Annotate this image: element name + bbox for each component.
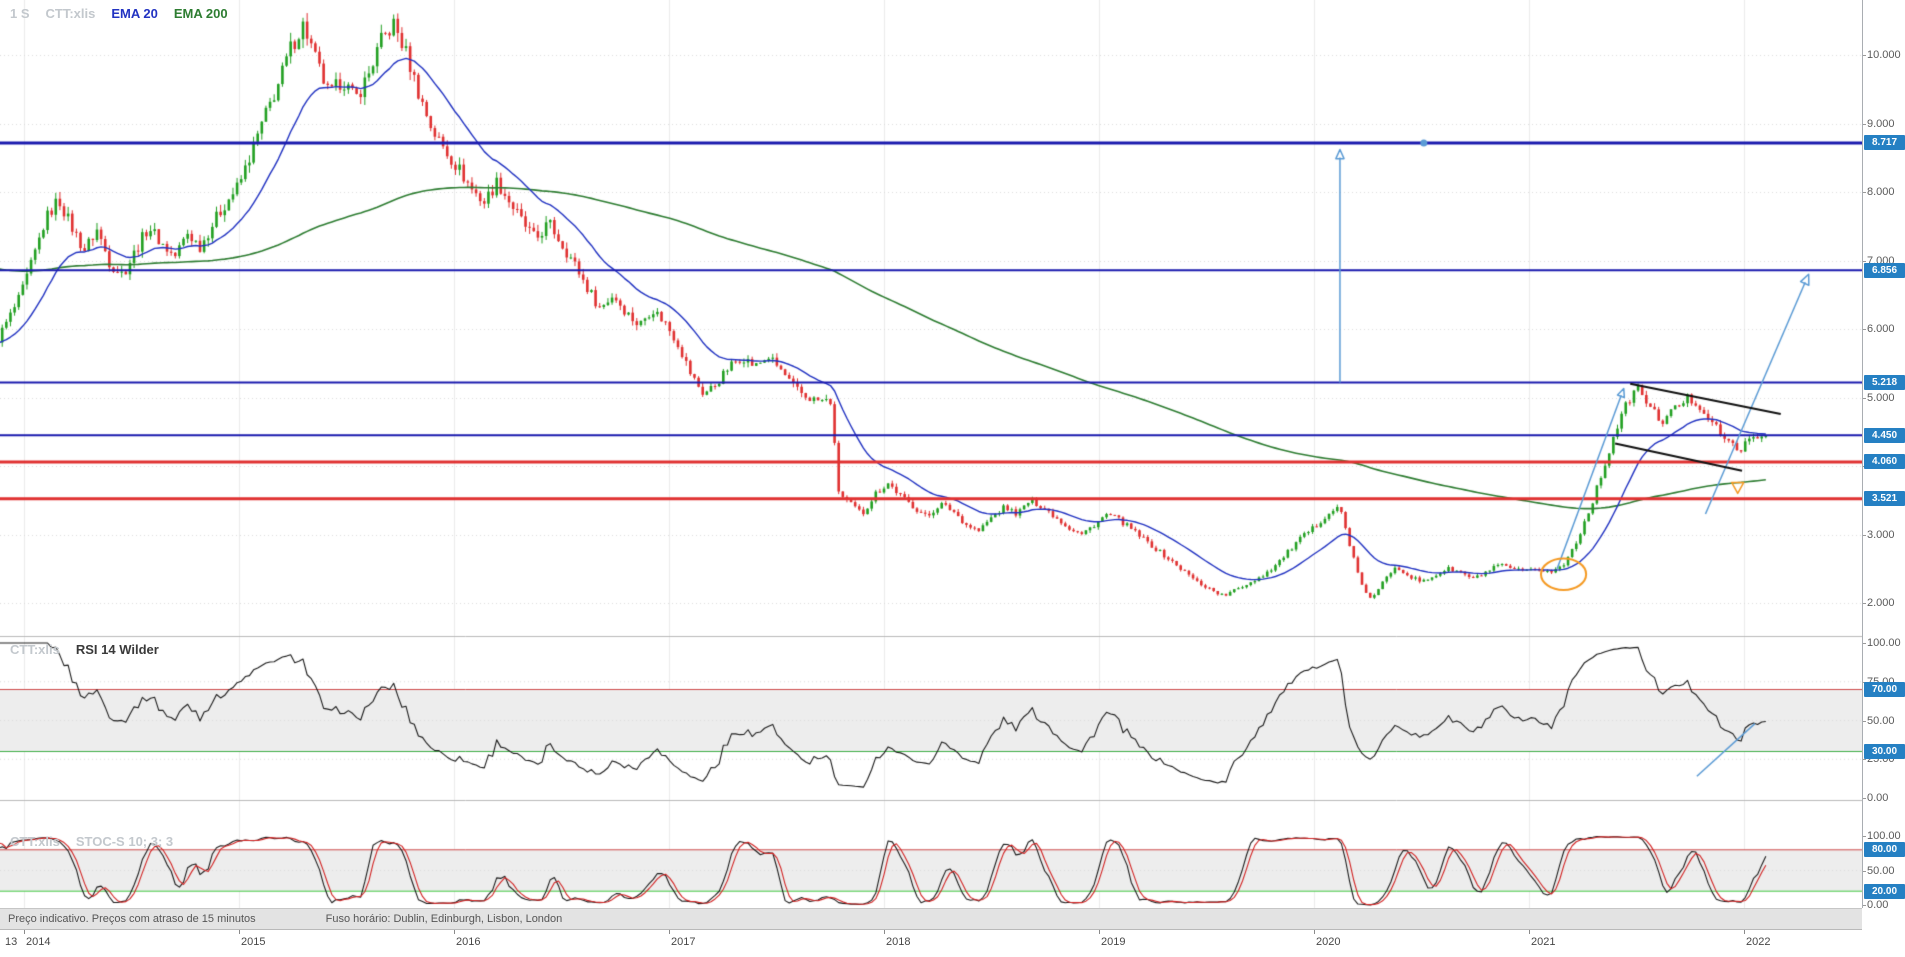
price-delay-notice: Preço indicativo. Preços com atraso de 1… bbox=[8, 913, 256, 925]
rsi-tick-mark bbox=[1863, 798, 1866, 799]
stoch-tick-label: 100.00 bbox=[1867, 830, 1901, 842]
stoch-tick-mark bbox=[1863, 905, 1866, 906]
price-level-badge[interactable]: 5.218 bbox=[1864, 375, 1905, 390]
price-tick-label: 8.000 bbox=[1867, 186, 1895, 198]
price-tick-label: 3.000 bbox=[1867, 529, 1895, 541]
year-label: 2021 bbox=[1531, 936, 1556, 948]
ema20-label[interactable]: EMA 20 bbox=[111, 6, 158, 21]
price-axis[interactable]: 10.0009.0008.0007.0006.0005.0004.0003.00… bbox=[1862, 0, 1905, 911]
rsi-tick-label: 0.00 bbox=[1867, 792, 1889, 804]
stoch-tick-mark bbox=[1863, 836, 1866, 837]
price-level-badge[interactable]: 4.060 bbox=[1864, 454, 1905, 469]
price-tick-label: 2.000 bbox=[1867, 597, 1895, 609]
year-label: 2019 bbox=[1101, 936, 1126, 948]
rsi-panel-header: CTT:xlis RSI 14 Wilder bbox=[10, 642, 159, 657]
timeframe-label: 1 S bbox=[10, 6, 30, 21]
price-tick-mark bbox=[1863, 398, 1866, 399]
year-label: 2015 bbox=[241, 936, 266, 948]
year-tick bbox=[239, 930, 240, 934]
ema200-label[interactable]: EMA 200 bbox=[173, 6, 228, 21]
rsi-level-badge[interactable]: 70.00 bbox=[1864, 682, 1905, 697]
rsi-symbol-watermark: CTT:xlis bbox=[10, 642, 60, 657]
price-tick-mark bbox=[1863, 261, 1866, 262]
year-tick bbox=[1744, 930, 1745, 934]
price-tick-label: 5.000 bbox=[1867, 392, 1895, 404]
main-chart-header: 1 S CTT:xlis EMA 20 EMA 200 bbox=[10, 6, 228, 21]
chart-canvas[interactable] bbox=[0, 0, 1862, 908]
rsi-level-badge[interactable]: 30.00 bbox=[1864, 744, 1905, 759]
time-axis[interactable]: 13 2014 2015 2016 2017 2018 2019 2020 2021 2022 bbox=[0, 930, 1905, 957]
year-tick bbox=[884, 930, 885, 934]
year-label: 2018 bbox=[886, 936, 911, 948]
price-tick-label: 6.000 bbox=[1867, 323, 1895, 335]
price-tick-mark bbox=[1863, 55, 1866, 56]
rsi-title[interactable]: RSI 14 Wilder bbox=[75, 642, 159, 657]
year-tick bbox=[669, 930, 670, 934]
stoch-tick-mark bbox=[1863, 871, 1866, 872]
stoch-level-badge[interactable]: 20.00 bbox=[1864, 884, 1905, 899]
year-label: 2017 bbox=[671, 936, 696, 948]
year-label: 2020 bbox=[1316, 936, 1341, 948]
year-tick bbox=[454, 930, 455, 934]
price-tick-mark bbox=[1863, 329, 1866, 330]
price-tick-mark bbox=[1863, 124, 1866, 125]
stoch-tick-label: 50.00 bbox=[1867, 865, 1895, 877]
stoch-panel-header: CTT:xlis STOC-S 10; 3; 3 bbox=[10, 834, 173, 849]
price-level-badge[interactable]: 3.521 bbox=[1864, 491, 1905, 506]
status-bar: Preço indicativo. Preços com atraso de 1… bbox=[0, 908, 1862, 930]
year-tick bbox=[24, 930, 25, 934]
rsi-tick-mark bbox=[1863, 643, 1866, 644]
price-tick-label: 9.000 bbox=[1867, 118, 1895, 130]
price-level-badge[interactable]: 4.450 bbox=[1864, 428, 1905, 443]
stoch-symbol-watermark: CTT:xlis bbox=[10, 834, 60, 849]
year-tick bbox=[1314, 930, 1315, 934]
year-label: 2016 bbox=[456, 936, 481, 948]
symbol-label: CTT:xlis bbox=[45, 6, 96, 21]
price-level-badge[interactable]: 8.717 bbox=[1864, 135, 1905, 150]
year-label: 13 bbox=[5, 936, 18, 948]
price-tick-mark bbox=[1863, 192, 1866, 193]
stoch-title[interactable]: STOC-S 10; 3; 3 bbox=[75, 834, 174, 849]
year-label: 2014 bbox=[26, 936, 51, 948]
price-tick-label: 10.000 bbox=[1867, 49, 1901, 61]
stoch-level-badge[interactable]: 80.00 bbox=[1864, 842, 1905, 857]
price-level-badge[interactable]: 6.856 bbox=[1864, 263, 1905, 278]
price-tick-mark bbox=[1863, 535, 1866, 536]
year-tick bbox=[1099, 930, 1100, 934]
year-label: 2022 bbox=[1746, 936, 1771, 948]
rsi-tick-mark bbox=[1863, 759, 1866, 760]
rsi-tick-label: 50.00 bbox=[1867, 715, 1895, 727]
year-tick bbox=[1529, 930, 1530, 934]
rsi-tick-label: 100.00 bbox=[1867, 637, 1901, 649]
rsi-tick-mark bbox=[1863, 721, 1866, 722]
stoch-tick-label: 0.00 bbox=[1867, 899, 1889, 911]
timezone-info: Fuso horário: Dublin, Edinburgh, Lisbon,… bbox=[325, 913, 563, 925]
price-tick-mark bbox=[1863, 603, 1866, 604]
